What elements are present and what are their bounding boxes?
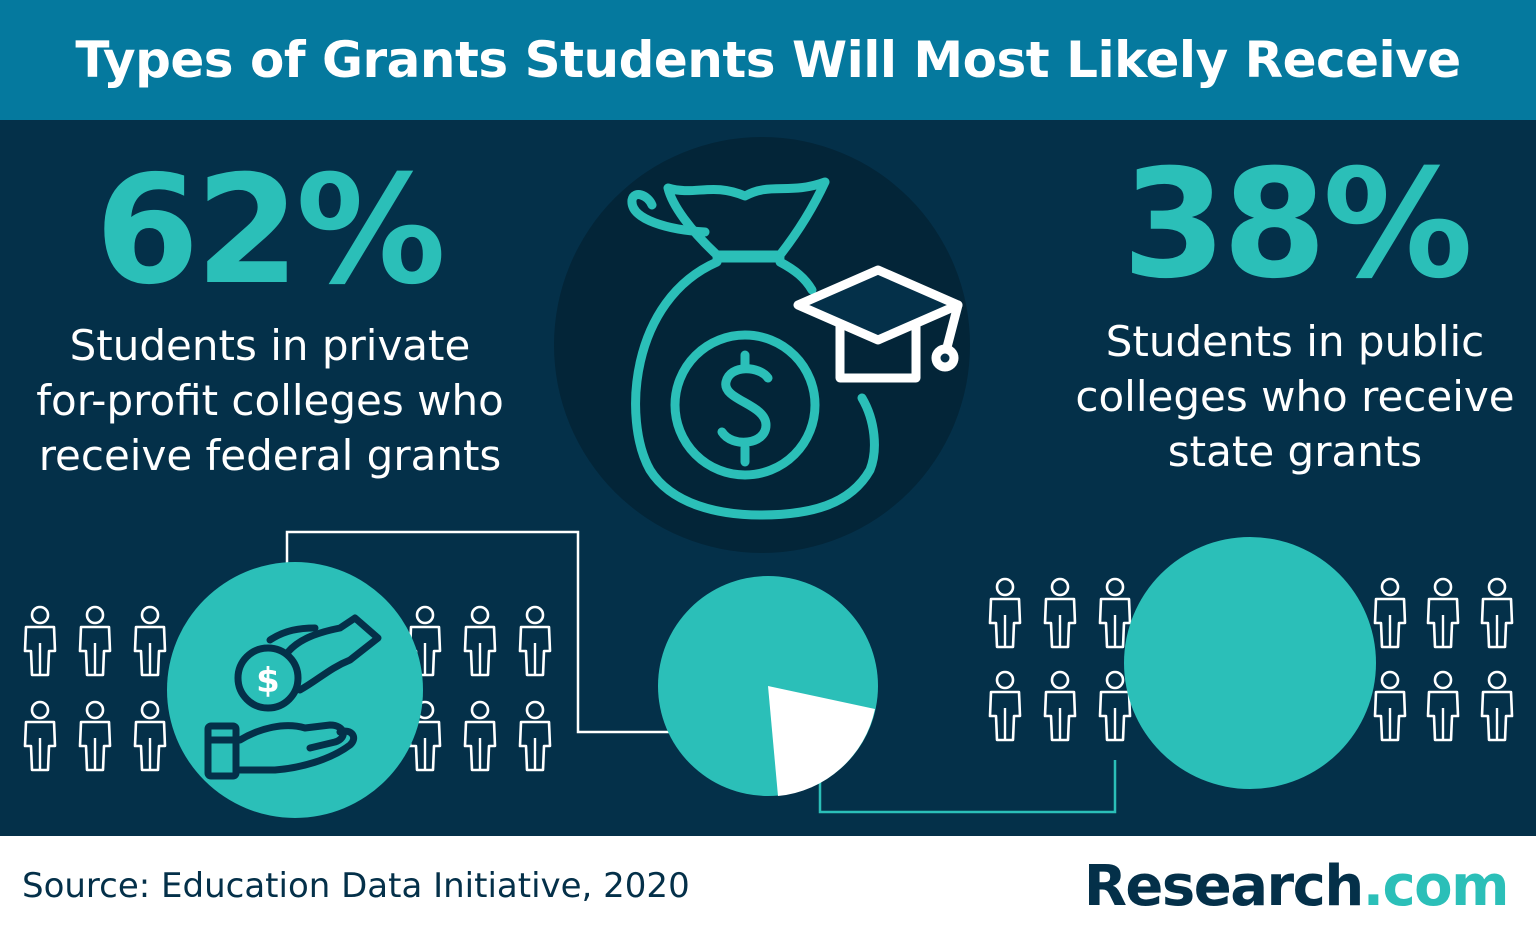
footer: Source: Education Data Initiative, 2020 … (0, 836, 1536, 938)
right-desc-line: colleges who receive (1075, 372, 1515, 421)
person-icon (23, 700, 57, 772)
connector-line-right (818, 760, 1117, 814)
person-icon (133, 605, 167, 677)
right-desc-line: Students in public (1105, 317, 1485, 366)
graphics-layer: $ (23, 137, 1514, 818)
source-citation: Source: Education Data Initiative, 2020 (22, 866, 690, 906)
infographic-panel: 62% Students in private for-profit colle… (0, 120, 1536, 836)
person-icon (518, 700, 552, 772)
hand-giving-coin-icon (204, 614, 382, 780)
left-desc-line: Students in private (69, 321, 471, 370)
person-icon (1480, 577, 1514, 649)
pie-slice-white (768, 686, 875, 796)
person-icon (133, 700, 167, 772)
center-icon-backdrop (554, 137, 970, 553)
person-icon (1373, 670, 1407, 742)
person-icon (518, 605, 552, 677)
right-desc-line: state grants (1167, 427, 1423, 476)
person-icon (1043, 670, 1077, 742)
page-title: Types of Grants Students Will Most Likel… (75, 31, 1461, 89)
left-desc-line: for-profit colleges who (36, 376, 504, 425)
person-icon (1426, 670, 1460, 742)
brand-logo: Research.com (1083, 854, 1510, 919)
right-stat-description: Students in public colleges who receive … (1055, 314, 1535, 479)
pie-chart (658, 576, 878, 796)
person-icon (1480, 670, 1514, 742)
person-icon (78, 700, 112, 772)
person-icon (463, 700, 497, 772)
person-icon (463, 605, 497, 677)
right-stat-value: 38% (1122, 138, 1473, 312)
left-desc-line: receive federal grants (38, 431, 502, 480)
person-icon (23, 605, 57, 677)
right-teal-circle (1124, 537, 1376, 789)
person-icon (1098, 577, 1132, 649)
header-bar: Types of Grants Students Will Most Likel… (0, 0, 1536, 120)
left-stat-description: Students in private for-profit colleges … (10, 318, 530, 483)
brand-name: Research (1083, 854, 1364, 919)
person-icon (988, 577, 1022, 649)
left-stat-value: 62% (95, 144, 446, 318)
person-icon (988, 670, 1022, 742)
person-icon (1043, 577, 1077, 649)
brand-suffix: .com (1362, 854, 1510, 919)
person-icon (78, 605, 112, 677)
person-icon (1373, 577, 1407, 649)
coin-dollar-sign: $ (256, 661, 280, 701)
money-bag-icon (627, 177, 879, 520)
graduation-cap-icon (793, 265, 963, 383)
person-icon (1426, 577, 1460, 649)
